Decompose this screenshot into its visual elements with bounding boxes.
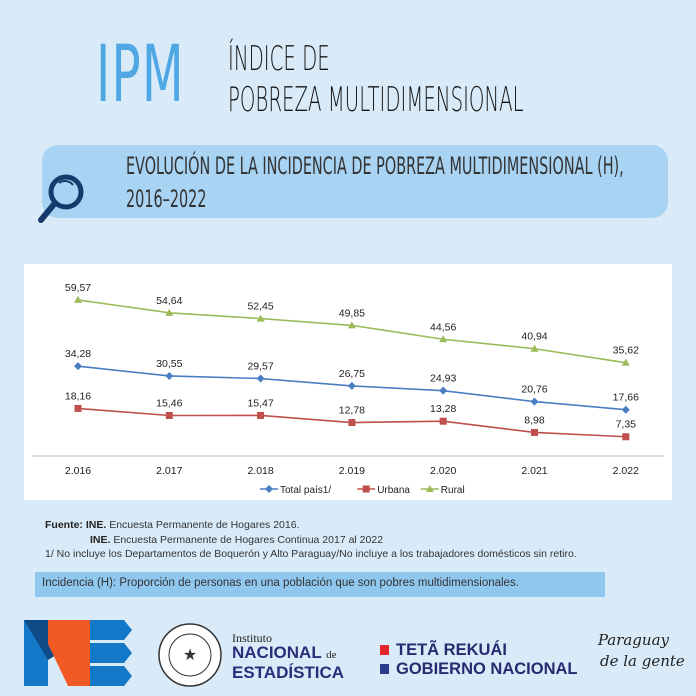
- legend-marker-urbana: [362, 485, 370, 493]
- magnifier-icon: [38, 174, 84, 223]
- ine-logo: [24, 620, 132, 686]
- data-point-urbana: [165, 411, 173, 419]
- data-label-rural: 49,85: [339, 307, 365, 319]
- data-label-totalpas: 20,76: [521, 384, 547, 396]
- institute-de: de: [326, 649, 337, 661]
- data-point-urbana: [257, 411, 265, 419]
- page-title-line1: ÍNDICE DE: [228, 39, 330, 79]
- data-point-urbana: [531, 428, 538, 436]
- institute-line3: ESTADÍSTICA: [232, 663, 345, 682]
- data-label-urbana: 7,35: [616, 419, 637, 431]
- data-point-totalpas: [530, 397, 539, 406]
- subtitle-banner: [42, 145, 668, 218]
- legend-marker-rural: [425, 485, 434, 492]
- data-label-rural: 44,56: [430, 321, 456, 333]
- source-label: Fuente:: [45, 519, 83, 531]
- x-tick-label: 2.019: [339, 465, 365, 477]
- gov-line2: GOBIERNO NACIONAL: [396, 660, 578, 678]
- legend-marker-totalpas: [265, 485, 273, 493]
- data-point-urbana: [74, 404, 82, 412]
- data-label-urbana: 15,47: [247, 397, 273, 409]
- slogan-line2: de la gente: [600, 652, 685, 670]
- data-point-rural: [347, 321, 356, 329]
- data-label-totalpas: 17,66: [613, 392, 639, 404]
- subtitle-line1: EVOLUCIÓN DE LA INCIDENCIA DE POBREZA MU…: [126, 152, 624, 180]
- x-tick-label: 2.021: [521, 465, 547, 477]
- data-label-totalpas: 24,93: [430, 373, 456, 385]
- institute-label: Instituto: [232, 631, 273, 645]
- data-point-totalpas: [74, 362, 82, 371]
- institute-name: NACIONAL de ESTADÍSTICA: [232, 644, 344, 682]
- legend-label-urbana: Urbana: [377, 485, 410, 496]
- slogan: Paraguay de la gente: [582, 630, 685, 672]
- x-tick-label: 2.016: [65, 465, 91, 477]
- svg-text:★: ★: [183, 645, 197, 664]
- gov-line1: TETÃ REKUÁI: [396, 641, 507, 659]
- institute-line2: NACIONAL: [232, 643, 322, 662]
- legend-label-totalpas: Total país1/: [280, 485, 331, 496]
- data-point-totalpas: [165, 371, 174, 380]
- data-point-rural: [256, 314, 265, 322]
- data-label-totalpas: 30,55: [156, 358, 182, 370]
- data-point-urbana: [622, 433, 630, 441]
- x-tick-label: 2.022: [613, 465, 639, 477]
- data-label-urbana: 8,98: [524, 414, 545, 426]
- data-point-rural: [165, 308, 174, 316]
- footnote: 1/ No incluye los Departamentos de Boque…: [45, 548, 577, 560]
- government-logo: TETÃ REKUÁI GOBIERNO NACIONAL: [380, 641, 578, 679]
- data-label-urbana: 13,28: [430, 403, 456, 415]
- page-title-line2: POBREZA MULTIDIMENSIONAL: [228, 80, 524, 120]
- source-notes: Fuente: INE. Encuesta Permanente de Hoga…: [45, 518, 577, 562]
- data-label-rural: 54,64: [156, 295, 182, 307]
- data-point-rural: [530, 344, 539, 352]
- data-point-urbana: [348, 419, 356, 427]
- data-point-totalpas: [256, 374, 265, 383]
- x-tick-label: 2.020: [430, 465, 456, 477]
- line-chart: 2.016 2.017 2.018 2.019 2.020 2.021 2.022 34,28…: [24, 264, 672, 500]
- x-tick-label: 2.018: [247, 465, 273, 477]
- data-label-rural: 59,57: [65, 282, 91, 294]
- data-label-totalpas: 34,28: [65, 348, 91, 360]
- data-label-rural: 40,94: [521, 331, 547, 343]
- legend-label-rural: Rural: [441, 485, 465, 496]
- slogan-line1: Paraguay: [597, 631, 669, 649]
- source2: Encuesta Permanente de Hogares Continua …: [113, 533, 384, 546]
- data-point-urbana: [439, 417, 447, 425]
- data-label-rural: 35,62: [613, 345, 639, 357]
- data-point-rural: [621, 358, 630, 366]
- x-tick-label: 2.017: [156, 465, 182, 477]
- data-label-totalpas: 29,57: [247, 361, 273, 373]
- source2-org: INE.: [90, 533, 111, 546]
- national-seal: ★: [158, 623, 222, 687]
- data-point-totalpas: [439, 386, 448, 395]
- data-label-totalpas: 26,75: [339, 368, 365, 380]
- source1-org: INE.: [85, 519, 107, 531]
- data-label-urbana: 12,78: [339, 405, 365, 417]
- ipm-logo: IPM: [96, 30, 185, 120]
- data-label-rural: 52,45: [247, 301, 273, 313]
- subtitle-line2: 2016–2022: [126, 185, 207, 213]
- data-label-urbana: 15,46: [156, 397, 182, 409]
- definition-box: Incidencia (H): Proporción de personas e…: [35, 572, 605, 597]
- data-point-totalpas: [347, 381, 356, 390]
- data-point-rural: [439, 335, 448, 343]
- source1: Encuesta Permanente de Hogares 2016.: [109, 519, 300, 531]
- data-point-rural: [74, 295, 82, 303]
- chart-svg: 2.016 2.017 2.018 2.019 2.020 2.021 2.022 34,28…: [32, 282, 664, 496]
- data-label-urbana: 18,16: [65, 390, 91, 402]
- data-point-totalpas: [621, 405, 630, 414]
